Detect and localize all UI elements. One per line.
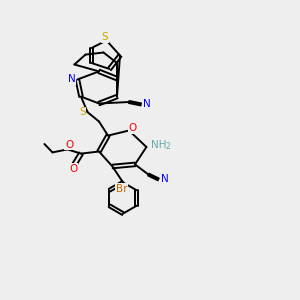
Text: N: N [68, 74, 76, 85]
Text: NH: NH [151, 140, 166, 150]
Text: N: N [160, 174, 168, 184]
Text: N: N [143, 99, 151, 110]
Text: S: S [102, 32, 108, 43]
Text: O: O [65, 140, 73, 150]
Text: S: S [79, 107, 86, 117]
Text: Br: Br [116, 184, 127, 194]
Text: O: O [70, 164, 78, 174]
Text: O: O [128, 123, 137, 133]
Text: 2: 2 [166, 142, 170, 151]
